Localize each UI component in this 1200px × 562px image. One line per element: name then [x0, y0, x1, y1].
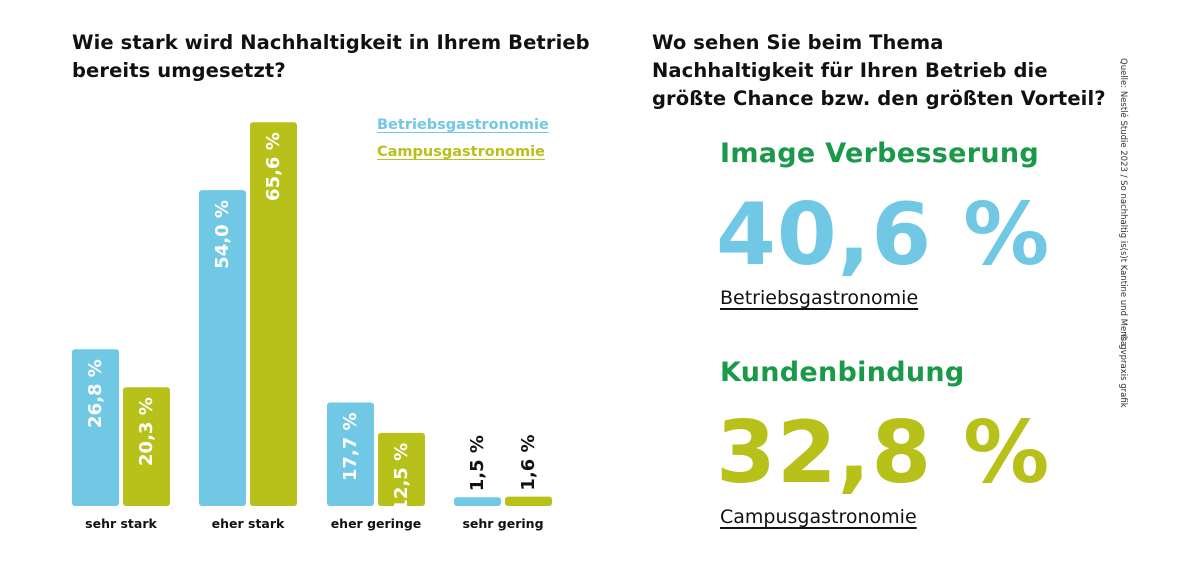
legend-betriebsgastronomie: Betriebsgastronomie [377, 117, 549, 133]
stat-value-kundenbindung: 32,8 % [716, 403, 1051, 503]
stat-heading-image: Image Verbesserung [720, 138, 1040, 169]
stat-heading-kundenbindung: Kundenbindung [720, 357, 965, 388]
bar-eher-gering-campus [378, 432, 425, 506]
legend-campusgastronomie: Campusgastronomie [377, 144, 545, 160]
category-label-sehr-stark: sehr stark [85, 516, 157, 531]
data-label-eher-gering-betrieb: 17,7 % [340, 412, 361, 481]
bar-eher-stark-betrieb [199, 190, 246, 506]
category-label-eher-gering: eher geringe [331, 516, 422, 531]
category-label-sehr-gering: sehr gering [462, 516, 543, 531]
credit-note: © gvpraxis grafik [1118, 333, 1128, 408]
data-label-sehr-stark-campus: 20,3 % [136, 397, 157, 466]
left-chart-title: Wie stark wird Nachhaltigkeit in Ihrem B… [72, 31, 590, 82]
stat-label-campusgastronomie: Campusgastronomie [720, 506, 917, 528]
right-question-title: Wo sehen Sie beim Thema Nachhaltigkeit f… [652, 31, 1106, 110]
bar-chart: 26,8 % 20,3 % sehr stark 54,0 % 65,6 % eher s… [72, 122, 552, 531]
stat-label-betriebsgastronomie: Betriebsgastronomie [720, 287, 919, 309]
data-label-sehr-stark-betrieb: 26,8 % [85, 359, 106, 428]
data-label-eher-stark-campus: 65,6 % [263, 132, 284, 201]
data-label-eher-stark-betrieb: 54,0 % [212, 200, 233, 269]
bar-sehr-gering-campus [505, 496, 552, 506]
data-label-sehr-gering-campus: 1,6 % [518, 434, 539, 490]
category-label-eher-stark: eher stark [212, 516, 285, 531]
data-label-sehr-gering-betrieb: 1,5 % [467, 435, 488, 491]
bar-sehr-gering-betrieb [454, 497, 501, 506]
bar-sehr-stark-campus [123, 387, 170, 506]
bar-eher-stark-campus [250, 122, 297, 507]
bar-sehr-stark-betrieb [72, 349, 119, 506]
data-label-eher-gering-campus: 12,5 % [391, 443, 412, 512]
stat-value-image: 40,6 % [716, 185, 1051, 285]
source-note: Quelle: Nestlé Studie 2023 / So nachhalt… [1118, 58, 1128, 347]
bar-eher-gering-betrieb [327, 402, 374, 506]
